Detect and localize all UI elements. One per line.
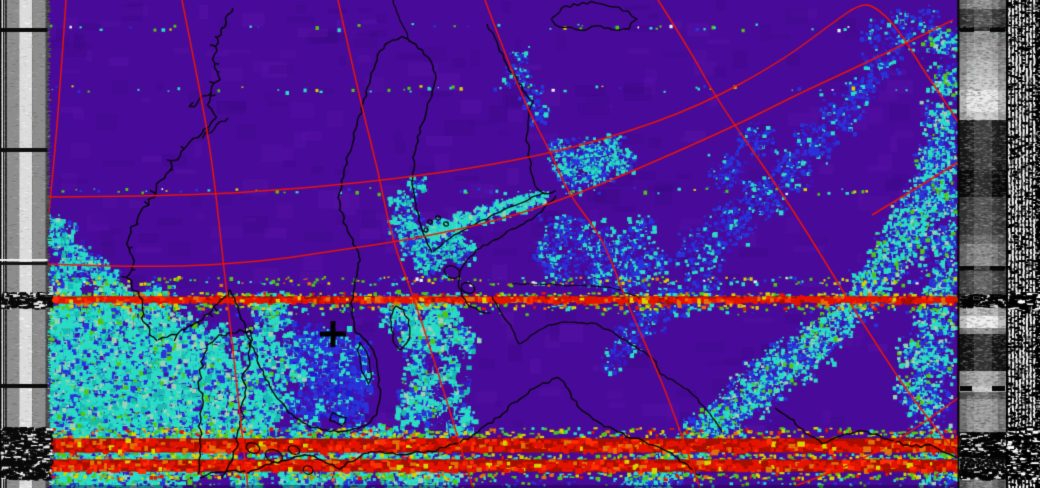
apt-satellite-decoder-view [0,0,1040,488]
satellite-image-canvas [0,0,1040,488]
